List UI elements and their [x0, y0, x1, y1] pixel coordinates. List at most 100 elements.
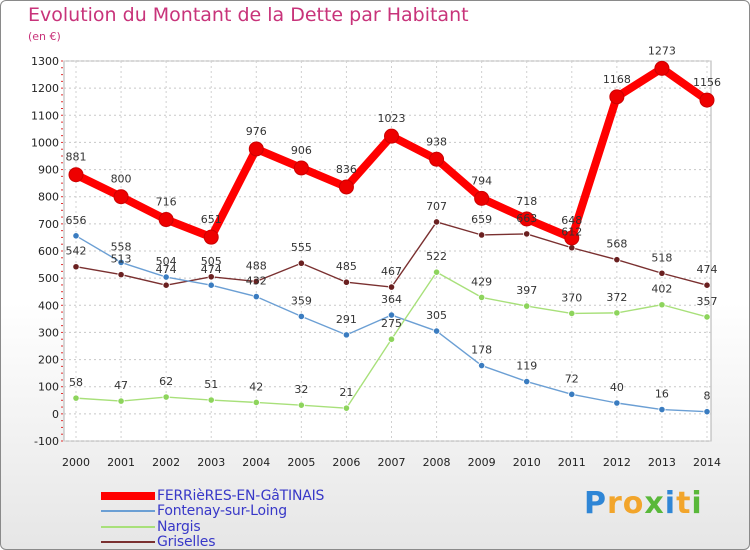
data-label: 505	[201, 255, 222, 268]
data-label: 275	[381, 317, 402, 330]
y-tick-label: 0	[52, 408, 59, 421]
series-point	[568, 390, 576, 398]
x-tick-label: 2007	[378, 456, 406, 469]
x-tick-label: 2002	[152, 456, 180, 469]
data-label: 305	[426, 309, 447, 322]
data-label: 402	[651, 283, 672, 296]
series-point	[297, 312, 305, 321]
data-label: 558	[111, 240, 132, 253]
legend-item: Fontenay-sur-Loing	[101, 503, 324, 519]
series-point	[252, 277, 260, 285]
data-label: 474	[156, 263, 177, 276]
data-label: 397	[516, 284, 537, 297]
series-point	[568, 309, 576, 318]
series-point	[703, 313, 711, 321]
data-label: 836	[336, 163, 357, 176]
y-tick-label: 800	[38, 191, 59, 204]
series-point	[387, 335, 396, 343]
data-label: 1168	[603, 73, 631, 86]
data-label: 718	[516, 195, 537, 208]
data-label: 119	[516, 360, 537, 373]
series-point	[609, 89, 625, 105]
series-point	[297, 401, 305, 409]
logo-letter: x	[644, 486, 665, 521]
series-point	[523, 302, 531, 310]
series-point	[432, 268, 441, 276]
data-label: 51	[204, 378, 218, 391]
legend-swatch	[101, 525, 155, 528]
series-point	[297, 259, 305, 267]
x-tick-label: 2008	[423, 456, 451, 469]
series-point	[474, 190, 490, 206]
x-tick-label: 2011	[558, 456, 586, 469]
legend-item: FERRièRES-EN-GâTINAIS	[101, 488, 324, 504]
chart-legend: FERRièRES-EN-GâTINAIS Fontenay-sur-Loing N…	[101, 488, 324, 550]
data-label: 42	[249, 380, 263, 393]
legend-swatch	[101, 491, 155, 500]
logo-letter: i	[691, 486, 703, 521]
series-point	[564, 230, 580, 246]
legend-item: Griselles	[101, 534, 324, 550]
y-tick-label: 200	[38, 354, 59, 367]
series-point	[478, 231, 486, 239]
y-tick-label: 1000	[31, 136, 59, 149]
data-label: 906	[291, 144, 312, 157]
legend-label: Griselles	[157, 534, 216, 550]
series-point	[613, 309, 621, 317]
x-tick-label: 2003	[197, 456, 225, 469]
y-tick-label: 1200	[31, 82, 59, 95]
data-label: 72	[565, 372, 579, 385]
data-label: 800	[111, 173, 132, 186]
x-tick-label: 2010	[513, 456, 541, 469]
series-point	[658, 405, 666, 414]
series-point	[113, 189, 129, 205]
series-point	[207, 281, 215, 289]
data-label: 976	[246, 125, 267, 138]
data-label: 1156	[693, 76, 721, 89]
data-label: 370	[561, 291, 582, 304]
logo-letter: P	[584, 486, 607, 521]
data-label: 429	[471, 275, 492, 288]
x-tick-label: 2013	[648, 456, 676, 469]
data-label: 488	[246, 259, 267, 272]
y-tick-label: 300	[38, 326, 59, 339]
x-tick-label: 2012	[603, 456, 631, 469]
legend-item: Nargis	[101, 519, 324, 535]
data-label: 372	[606, 291, 627, 304]
data-label: 32	[294, 383, 308, 396]
data-label: 504	[156, 255, 177, 268]
data-label: 716	[156, 196, 177, 209]
series-point	[117, 397, 125, 405]
series-point	[203, 229, 219, 245]
series-point	[207, 396, 215, 404]
series-point	[384, 128, 399, 144]
chart-title: Evolution du Montant de la Dette par Hab…	[28, 4, 469, 26]
series-point	[658, 301, 666, 309]
y-tick-label: 600	[38, 245, 59, 258]
y-tick-label: 400	[38, 299, 59, 312]
series-point	[387, 311, 396, 319]
series-point	[478, 293, 486, 302]
series-point	[613, 256, 621, 264]
x-tick-label: 2000	[62, 456, 90, 469]
series-point	[699, 92, 715, 108]
series-point	[658, 269, 666, 277]
x-tick-label: 2004	[242, 456, 270, 469]
y-tick-label: 1300	[31, 55, 59, 68]
legend-swatch	[101, 510, 155, 513]
data-label: 474	[697, 263, 718, 276]
series-point	[162, 273, 170, 281]
data-label: 612	[561, 226, 582, 239]
data-label: 707	[426, 200, 447, 213]
series-point	[158, 212, 174, 228]
logo-letter: o	[622, 486, 645, 521]
series-point	[252, 292, 260, 301]
data-label: 1273	[648, 44, 676, 57]
data-label: 513	[111, 253, 132, 266]
data-label: 555	[291, 241, 312, 254]
data-label: 40	[610, 381, 624, 394]
series-point	[72, 232, 80, 240]
data-label: 432	[246, 275, 267, 288]
data-label: 467	[381, 265, 402, 278]
